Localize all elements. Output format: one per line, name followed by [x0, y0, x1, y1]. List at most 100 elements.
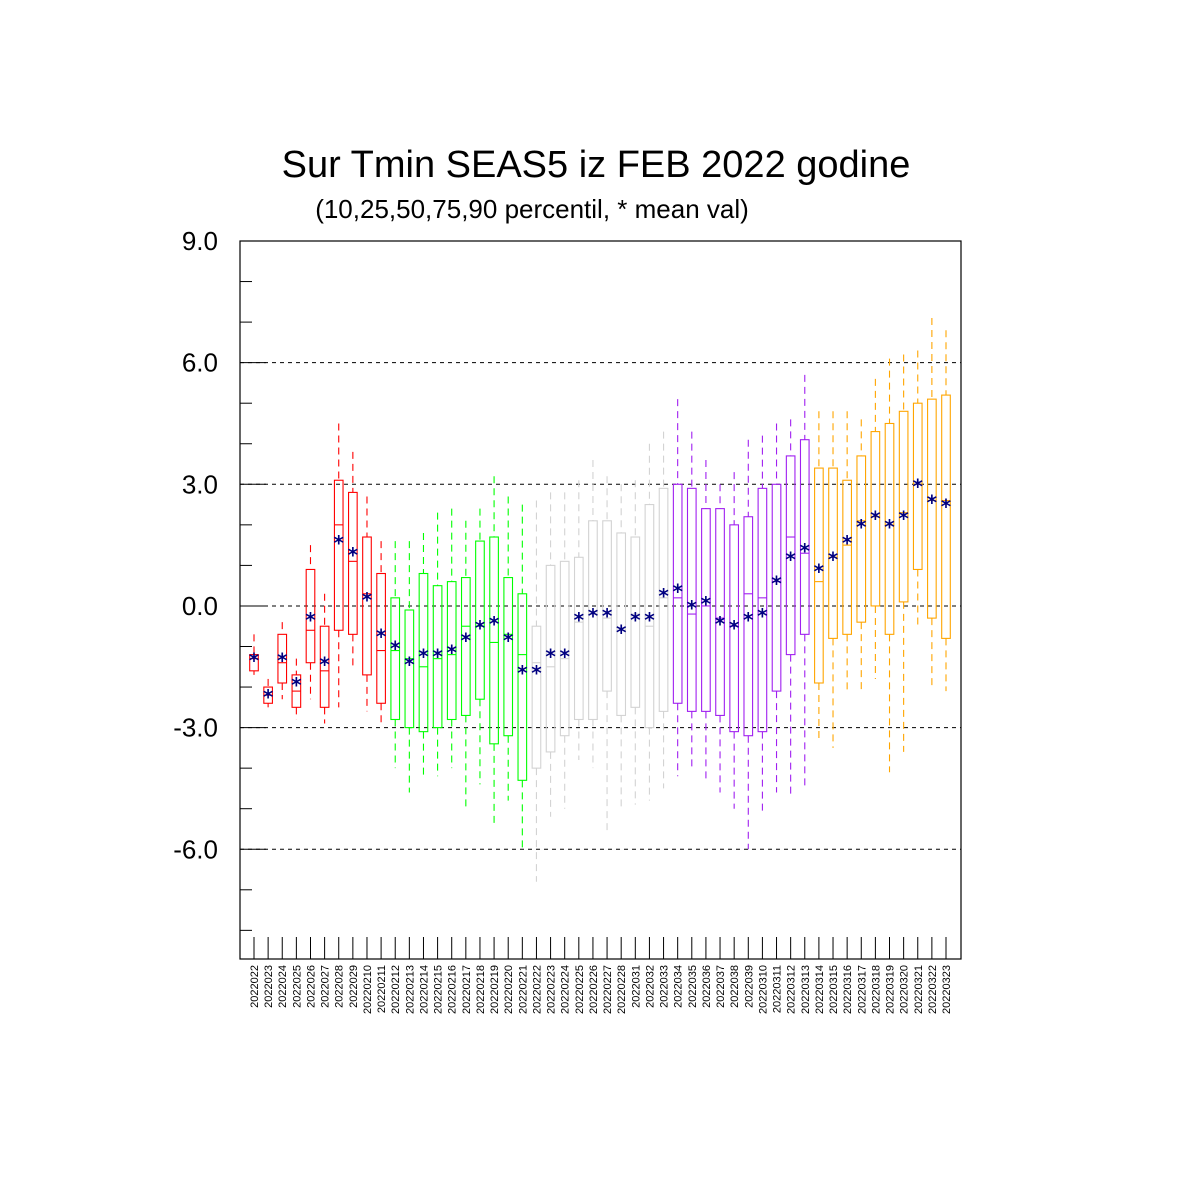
iqr-box	[941, 394, 951, 639]
box-2022029	[348, 451, 358, 667]
iqr-box	[489, 536, 499, 745]
box-2022023	[263, 678, 273, 708]
box-20220221	[517, 504, 528, 850]
box-20220216	[446, 508, 457, 769]
box-20220215	[432, 512, 443, 777]
iqr-box	[842, 479, 852, 635]
x-tick-label: 20220217	[461, 965, 473, 1014]
iqr-box	[573, 556, 584, 721]
box-2022024	[277, 622, 288, 700]
chart-subtitle: (10,25,50,75,90 percentil, * mean val)	[315, 194, 749, 224]
box-2022031	[630, 480, 641, 805]
x-tick-label: 20220225	[574, 965, 586, 1014]
mean-marker: *	[687, 596, 698, 620]
x-tick-label: 20220226	[588, 965, 600, 1014]
box-20220322	[927, 318, 937, 688]
x-tick-label: 20220323	[941, 965, 953, 1014]
x-tick-label: 20220321	[913, 965, 925, 1014]
mean-marker: *	[842, 531, 853, 555]
box-2022039	[743, 439, 754, 850]
mean-marker: *	[884, 515, 895, 539]
x-tick-label: 20220218	[475, 965, 487, 1014]
iqr-box	[672, 483, 683, 704]
iqr-box	[319, 625, 330, 708]
x-tick-label: 20220318	[870, 965, 882, 1014]
box-20220211	[376, 541, 386, 724]
mean-marker: *	[390, 637, 401, 661]
x-tick-label: 20220210	[362, 965, 374, 1014]
mean-marker: *	[814, 559, 825, 583]
mean-marker: *	[277, 649, 288, 673]
iqr-box	[814, 467, 824, 684]
x-tick-label: 20220317	[856, 965, 868, 1014]
box-2022025	[291, 658, 302, 720]
box-20220315	[828, 411, 838, 748]
x-tick-label: 2022023	[263, 965, 275, 1008]
iqr-box	[390, 597, 401, 721]
mean-marker: *	[729, 616, 740, 640]
box-20220210	[362, 496, 372, 712]
x-tick-label: 20220212	[390, 965, 402, 1014]
iqr-box	[418, 572, 429, 733]
mean-marker: *	[701, 592, 712, 616]
box-20220320	[898, 354, 909, 752]
mean-marker: *	[446, 641, 457, 665]
iqr-box	[729, 524, 740, 733]
iqr-box	[630, 536, 641, 708]
iqr-box	[362, 536, 372, 676]
box-20220222	[531, 500, 542, 882]
x-tick-label: 20220222	[531, 965, 543, 1014]
x-tick-label: 20220310	[757, 965, 769, 1014]
iqr-box	[828, 467, 838, 639]
box-20220224	[559, 492, 570, 809]
mean-marker: *	[362, 588, 373, 612]
mean-marker: *	[376, 624, 387, 648]
mean-marker: *	[630, 608, 641, 632]
x-tick-label: 20220319	[885, 965, 897, 1014]
iqr-box	[305, 568, 316, 664]
mean-marker: *	[574, 608, 585, 632]
mean-marker: *	[531, 661, 542, 685]
y-axis: 9.0 6.0 3.0 0.0 -3.0 -6.0	[173, 226, 266, 931]
x-tick-label: 2022037	[715, 965, 727, 1008]
x-tick-label: 2022032	[644, 965, 656, 1008]
x-tick-label: 20220315	[828, 965, 840, 1014]
x-tick-label: 20220220	[503, 965, 515, 1014]
iqr-box	[531, 625, 542, 769]
iqr-box	[856, 455, 867, 623]
x-tick-label: 20220216	[447, 965, 459, 1014]
mean-marker: *	[517, 661, 528, 685]
mean-marker: *	[334, 531, 345, 555]
box-20220321	[912, 350, 923, 627]
iqr-box	[799, 439, 810, 635]
iqr-box	[404, 609, 415, 729]
iqr-box	[503, 577, 514, 737]
box-20220316	[842, 411, 852, 692]
x-tick-label: 20220219	[489, 965, 501, 1014]
y-tick-label: 0.0	[182, 591, 218, 621]
box-20220310	[757, 435, 768, 813]
box-20220312	[785, 419, 796, 797]
x-tick-label: 20220313	[800, 965, 812, 1014]
box-20220311	[771, 423, 782, 793]
x-tick-label: 2022025	[291, 965, 303, 1008]
box-2022027	[319, 593, 330, 724]
x-tick-label: 2022024	[277, 965, 289, 1008]
mean-marker: *	[503, 628, 514, 652]
mean-marker: *	[475, 616, 486, 640]
x-tick-label: 2022036	[701, 965, 713, 1008]
mean-marker: *	[348, 543, 359, 567]
x-tick-label: 20220221	[517, 965, 529, 1014]
x-tick-label: 2022035	[687, 965, 699, 1008]
box-2022036	[701, 459, 711, 781]
box-20220218	[475, 508, 485, 785]
box-2022026	[305, 545, 316, 700]
mean-marker: *	[588, 604, 599, 628]
x-tick-label: 2022029	[348, 965, 360, 1008]
boxes	[249, 318, 951, 882]
mean-marker: *	[404, 653, 415, 677]
mean-marker: *	[545, 645, 556, 669]
box-2022032	[644, 443, 655, 801]
iqr-box	[545, 564, 556, 753]
iqr-box	[460, 577, 471, 716]
